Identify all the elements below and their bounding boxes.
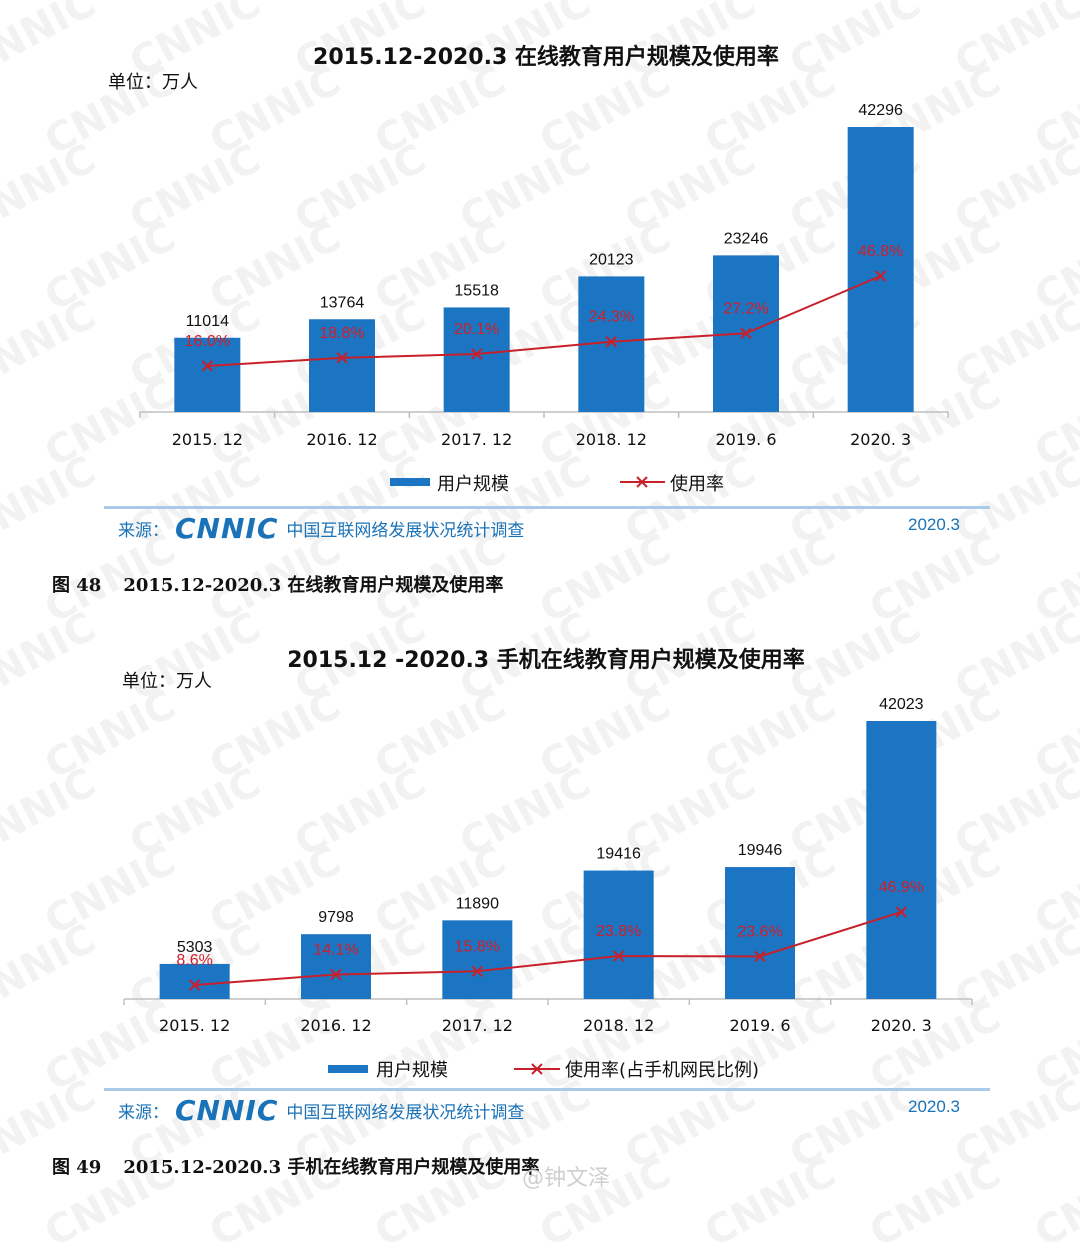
legend-line-marker — [531, 1063, 543, 1075]
x-tick-label: 2017. 12 — [442, 1016, 513, 1035]
bar-value-label: 15518 — [454, 282, 499, 299]
x-tick-label: 2018. 12 — [576, 430, 647, 449]
bar-value-label: 11890 — [456, 895, 499, 912]
bar-value-label: 20123 — [589, 251, 634, 268]
usage-rate-label: 24.3% — [589, 309, 634, 326]
x-tick-label: 2019. 6 — [729, 1016, 790, 1035]
usage-rate-label: 23.6% — [737, 923, 782, 940]
usage-rate-label: 8.6% — [176, 952, 212, 969]
legend-bar-label: 用户规模 — [376, 1060, 448, 1081]
usage-rate-point — [740, 327, 752, 339]
usage-rate-label: 15.8% — [455, 938, 500, 955]
x-tick-label: 2020. 3 — [850, 430, 911, 449]
legend-line-label: 使用率 — [670, 474, 724, 495]
figure-caption-text: 2015.12-2020.3 在线教育用户规模及使用率 — [123, 575, 504, 596]
x-tick-label: 2020. 3 — [871, 1016, 932, 1035]
bar-value-label: 11014 — [186, 313, 229, 330]
legend: 用户规模 使用率(占手机网民比例) — [328, 1060, 759, 1081]
usage-rate-line — [194, 911, 902, 986]
figure-caption-text: 2015.12-2020.3 手机在线教育用户规模及使用率 — [123, 1157, 540, 1178]
bar-user-scale — [301, 934, 371, 999]
legend: 用户规模 使用率 — [390, 474, 724, 495]
x-tick-label: 2017. 12 — [441, 430, 512, 449]
chart-panel-online-education: 2015.12-2020.3 在线教育用户规模及使用率 单位：万人 11014 2… — [0, 0, 1080, 600]
bar-value-label: 5303 — [177, 939, 213, 956]
usage-rate-point — [188, 979, 201, 991]
source-rule-top — [104, 506, 990, 509]
usage-rate-label: 46.9% — [879, 879, 924, 896]
usage-rate-label: 18.8% — [319, 325, 364, 342]
bar-user-scale — [866, 721, 937, 999]
source-date: 2020.3 — [908, 1097, 960, 1116]
usage-rate-line — [207, 275, 882, 367]
legend-bar-label: 用户规模 — [437, 474, 509, 495]
legend-line-label: 使用率(占手机网民比例) — [565, 1060, 759, 1081]
usage-rate-label: 20.1% — [454, 321, 499, 338]
bar-user-scale — [159, 963, 230, 999]
figure-caption: 图 49 2015.12-2020.3 手机在线教育用户规模及使用率 — [52, 1153, 539, 1179]
bar-value-label: 19416 — [596, 846, 641, 863]
usage-rate-point — [895, 906, 908, 918]
source-line: 来源： CNNIC 中国互联网络发展状况统计调查 — [118, 512, 524, 545]
chart-title: 2015.12 -2020.3 手机在线教育用户规模及使用率 — [287, 647, 805, 673]
usage-rate-label: 46.8% — [858, 243, 903, 260]
x-tick-label: 2018. 12 — [583, 1016, 654, 1035]
source-prefix: 来源： — [118, 521, 169, 541]
bar-user-scale — [443, 307, 510, 412]
chart-panel-mobile-online-education: 2015.12 -2020.3 手机在线教育用户规模及使用率 单位：万人 530… — [0, 600, 1080, 1203]
usage-rate-label: 27.2% — [723, 300, 768, 317]
x-tick-label: 2015. 12 — [172, 430, 243, 449]
unit-label: 单位：万人 — [108, 72, 198, 93]
legend-bar-swatch — [390, 478, 430, 486]
usage-rate-label: 16.0% — [185, 333, 230, 350]
figure-number: 图 48 — [52, 575, 102, 596]
chart-online-education: 2015.12-2020.3 在线教育用户规模及使用率 单位：万人 11014 2… — [108, 44, 949, 495]
usage-rate-point — [336, 352, 348, 364]
figure-number: 图 49 — [52, 1157, 102, 1178]
legend-bar-swatch — [328, 1065, 368, 1073]
usage-rate-point — [605, 336, 618, 348]
usage-rate-point — [330, 968, 342, 981]
source-name: 中国互联网络发展状况统计调查 — [286, 521, 525, 541]
bar-user-scale — [442, 920, 513, 999]
usage-rate-point — [612, 950, 625, 962]
usage-rate-point — [874, 270, 887, 282]
usage-rate-point — [471, 965, 484, 977]
x-tick-label: 2019. 6 — [715, 430, 776, 449]
usage-rate-point — [754, 950, 766, 963]
cnnic-logo: CNNIC — [175, 1094, 279, 1127]
figure-caption: 图 48 2015.12-2020.3 在线教育用户规模及使用率 — [52, 571, 503, 597]
x-tick-label: 2016. 12 — [300, 1016, 371, 1035]
bar-value-label: 19946 — [738, 842, 783, 859]
x-tick-label: 2015. 12 — [159, 1016, 230, 1035]
bar-value-label: 42296 — [858, 102, 903, 119]
unit-label: 单位：万人 — [122, 671, 212, 692]
weibo-watermark: @钟文泽 — [521, 1166, 610, 1191]
x-tick-label: 2016. 12 — [306, 430, 377, 449]
usage-rate-label: 14.1% — [313, 942, 358, 959]
chart-mobile-online-education: 2015.12 -2020.3 手机在线教育用户规模及使用率 单位：万人 530… — [122, 647, 973, 1081]
bar-user-scale — [174, 337, 241, 412]
bar-value-label: 13764 — [320, 294, 365, 311]
bar-value-label: 9798 — [318, 909, 354, 926]
bar-user-scale — [583, 870, 654, 999]
source-rule-top — [104, 1088, 990, 1091]
source-line: 来源： CNNIC 中国互联网络发展状况统计调查 — [118, 1094, 524, 1127]
usage-rate-point — [470, 348, 483, 360]
legend-line-marker — [636, 476, 648, 488]
bar-user-scale — [725, 867, 795, 999]
bar-user-scale — [847, 127, 914, 412]
cnnic-logo: CNNIC — [175, 512, 279, 545]
source-name: 中国互联网络发展状况统计调查 — [286, 1103, 525, 1123]
source-date: 2020.3 — [908, 515, 960, 534]
chart-title: 2015.12-2020.3 在线教育用户规模及使用率 — [313, 44, 779, 70]
usage-rate-point — [201, 360, 214, 372]
usage-rate-label: 23.8% — [596, 923, 641, 940]
bar-value-label: 42023 — [879, 696, 924, 713]
source-prefix: 来源： — [118, 1103, 169, 1123]
bar-value-label: 23246 — [724, 230, 769, 247]
bar-user-scale — [309, 319, 375, 412]
